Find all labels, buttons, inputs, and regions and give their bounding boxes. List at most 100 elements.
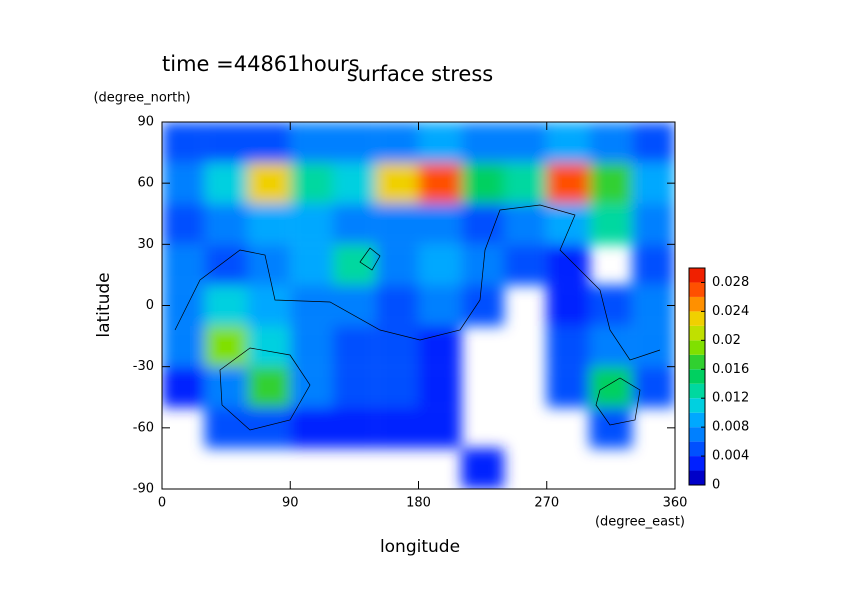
contour-cell xyxy=(375,325,419,367)
contour-cell xyxy=(632,366,675,408)
contour-cell xyxy=(589,366,633,408)
y-tick-label: -90 xyxy=(133,482,154,497)
contour-cell xyxy=(247,285,291,326)
contour-cell xyxy=(589,122,633,163)
contour-cell xyxy=(589,325,633,367)
colorbar-band xyxy=(689,398,705,413)
y-axis-label: latitude xyxy=(94,272,114,337)
colorbar-tick-label: 0.028 xyxy=(712,275,749,290)
colorbar-band xyxy=(689,412,705,428)
y-tick-label: -60 xyxy=(133,420,154,435)
colorbar-band xyxy=(689,354,705,370)
contour-cell xyxy=(290,203,333,245)
contour-cell xyxy=(589,162,633,204)
contour-cell xyxy=(247,203,291,245)
colorbar-band xyxy=(689,369,705,384)
contour-cell xyxy=(247,122,291,163)
colorbar-band xyxy=(689,427,705,442)
coastline xyxy=(219,347,311,431)
coastline xyxy=(359,247,381,271)
contour-cell xyxy=(204,285,248,326)
coastline xyxy=(595,377,641,426)
colorbar-band xyxy=(689,268,705,283)
contour-cell xyxy=(504,244,547,286)
contour-cell xyxy=(333,407,376,449)
y-tick-label: -30 xyxy=(133,359,154,374)
contour-cell xyxy=(290,122,333,163)
contour-cell xyxy=(546,366,590,408)
contour-cell xyxy=(204,325,248,367)
chart-subtitle: time =44861hours xyxy=(162,52,360,76)
contour-cell xyxy=(247,244,291,286)
x-axis-label: longitude xyxy=(380,537,460,557)
contour-cell xyxy=(375,285,419,326)
contour-cell xyxy=(461,448,504,489)
contour-cell xyxy=(546,244,590,286)
contour-cell xyxy=(461,203,504,245)
colorbar-band xyxy=(689,441,705,457)
contour-cell xyxy=(204,203,248,245)
contour-cell xyxy=(162,366,205,408)
colorbar-band xyxy=(689,311,705,326)
contour-cell xyxy=(589,407,633,449)
contour-cell xyxy=(546,285,590,326)
contour-cell xyxy=(632,122,675,163)
colorbar-band xyxy=(689,296,705,312)
contour-cell xyxy=(375,407,419,449)
contour-cell xyxy=(632,325,675,367)
contour-cell xyxy=(375,366,419,408)
contour-cell xyxy=(546,325,590,367)
contour-cell xyxy=(632,203,675,245)
colorbar-band xyxy=(689,282,705,297)
chart-title: surface stress xyxy=(347,62,493,86)
contour-cell xyxy=(290,325,333,367)
contour-cell xyxy=(418,285,462,326)
contour-cell xyxy=(290,162,333,204)
y-unit: (degree_north) xyxy=(93,91,190,106)
contour-field xyxy=(162,122,675,489)
contour-cell xyxy=(333,285,376,326)
contour-cell xyxy=(247,325,291,367)
contour-cell xyxy=(418,203,462,245)
colorbar-tick-label: 0 xyxy=(712,478,720,493)
contour-cell xyxy=(504,122,547,163)
contour-cell xyxy=(418,325,462,367)
colorbar-band xyxy=(689,383,705,399)
contour-cell xyxy=(204,407,248,449)
colorbar-band xyxy=(689,456,705,471)
contour-cell xyxy=(247,407,291,449)
x-tick-label: 270 xyxy=(534,496,559,511)
contour-cell xyxy=(162,122,205,163)
colorbar-frame xyxy=(688,267,706,486)
contour-cell xyxy=(333,325,376,367)
y-tick-label: 60 xyxy=(137,176,154,191)
contour-cell xyxy=(375,244,419,286)
contour-cell xyxy=(290,366,333,408)
colorbar-tick-label: 0.004 xyxy=(712,449,749,464)
x-tick-label: 180 xyxy=(406,496,431,511)
contour-cell xyxy=(418,244,462,286)
contour-cell xyxy=(290,407,333,449)
contour-cell xyxy=(204,122,248,163)
contour-cell xyxy=(204,162,248,204)
contour-cell xyxy=(290,244,333,286)
contour-cell xyxy=(375,162,419,204)
contour-cell xyxy=(204,366,248,408)
contour-cell xyxy=(162,244,205,286)
colorbar-tick-label: 0.02 xyxy=(712,333,741,348)
contour-cell xyxy=(333,244,376,286)
colorbar-tick-label: 0.016 xyxy=(712,362,749,377)
x-tick-label: 360 xyxy=(663,496,688,511)
contour-cell xyxy=(247,162,291,204)
contour-cell xyxy=(589,285,633,326)
contour-cell xyxy=(418,407,462,449)
contour-cell xyxy=(461,244,504,286)
contour-cell xyxy=(418,162,462,204)
contour-cell xyxy=(504,162,547,204)
colorbar-tick-label: 0.012 xyxy=(712,391,749,406)
x-unit: (degree_east) xyxy=(595,515,685,530)
coastline xyxy=(174,204,661,361)
contour-cell xyxy=(162,325,205,367)
contour-cell xyxy=(546,203,590,245)
contour-cell xyxy=(333,203,376,245)
